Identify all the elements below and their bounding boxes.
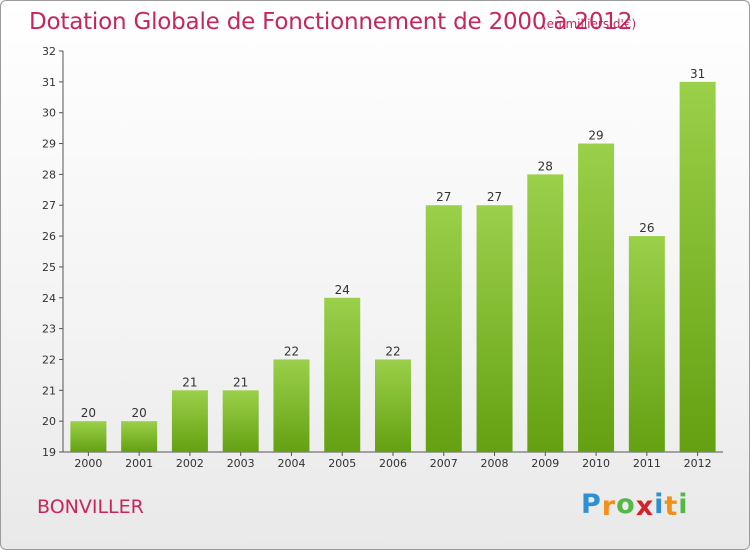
data-label: 22: [385, 344, 400, 358]
bar: [273, 359, 310, 452]
x-tick-label: 2009: [531, 457, 559, 470]
logo-letter: o: [616, 489, 636, 520]
logo-letter: t: [664, 491, 679, 522]
bar: [375, 359, 411, 452]
data-label: 22: [284, 344, 299, 358]
proxiti-logo: Proxiti: [581, 489, 689, 522]
data-label: 21: [182, 375, 197, 389]
x-tick-label: 2012: [684, 457, 712, 470]
bar: [628, 236, 665, 452]
y-tick-label: 29: [42, 138, 56, 151]
data-label: 26: [639, 221, 654, 235]
data-label: 28: [538, 159, 553, 173]
bar: [679, 81, 716, 452]
chart-title: Dotation Globale de Fonctionnement de 20…: [29, 9, 633, 35]
y-tick-label: 27: [42, 199, 56, 212]
bar: [70, 421, 107, 452]
y-tick-label: 31: [42, 76, 56, 89]
bar: [476, 205, 513, 452]
logo-letter: P: [581, 489, 602, 520]
y-tick-label: 21: [42, 384, 56, 397]
bar: [222, 390, 259, 452]
x-tick-label: 2011: [633, 457, 661, 470]
logo-letter: x: [635, 491, 655, 522]
y-tick-label: 32: [42, 45, 56, 58]
bar: [121, 421, 158, 452]
y-tick-label: 24: [42, 292, 56, 305]
x-tick-label: 2006: [379, 457, 407, 470]
data-label: 27: [436, 190, 451, 204]
logo-letter: r: [601, 491, 617, 522]
commune-name: BONVILLER: [37, 496, 144, 518]
y-tick-label: 23: [42, 323, 56, 336]
y-tick-label: 30: [42, 107, 56, 120]
bars: [70, 81, 716, 453]
x-tick-label: 2003: [227, 457, 255, 470]
logo-letter: i: [654, 489, 665, 520]
y-tick-label: 22: [42, 353, 56, 366]
y-tick-label: 28: [42, 168, 56, 181]
x-tick-label: 2000: [74, 457, 102, 470]
data-label: 21: [233, 375, 248, 389]
data-label: 27: [487, 190, 502, 204]
logo-letter: i: [678, 489, 689, 520]
x-tick-label: 2005: [328, 457, 356, 470]
data-label: 31: [690, 67, 705, 81]
bar: [171, 390, 208, 452]
data-label: 20: [132, 406, 147, 420]
x-tick-label: 2010: [582, 457, 610, 470]
x-tick-label: 2008: [481, 457, 509, 470]
chart-subtitle: (en milliers d'€): [542, 17, 637, 31]
y-tick-label: 26: [42, 230, 56, 243]
bar: [324, 297, 361, 452]
bar: [425, 205, 462, 452]
x-tick-label: 2001: [125, 457, 153, 470]
bar: [578, 143, 615, 453]
x-tick-label: 2007: [430, 457, 458, 470]
x-tick-label: 2002: [176, 457, 204, 470]
y-axis-ticks: 19 20 21 22 23 24 25 26 27 28 29 30 31 32: [42, 45, 63, 459]
data-label: 29: [588, 129, 603, 143]
x-axis-ticks: 2000 2001 2002 2003 2004 2005 2006 2007 2008 2009…: [74, 452, 712, 470]
data-label: 20: [81, 406, 96, 420]
y-tick-label: 25: [42, 261, 56, 274]
y-tick-label: 20: [42, 415, 56, 428]
y-tick-label: 19: [42, 446, 56, 459]
data-label: 24: [335, 283, 350, 297]
x-tick-label: 2004: [277, 457, 305, 470]
bar: [527, 174, 564, 452]
data-labels: 20 20 21 21 22 24 22 27 27 28 29 26 31: [81, 67, 706, 420]
